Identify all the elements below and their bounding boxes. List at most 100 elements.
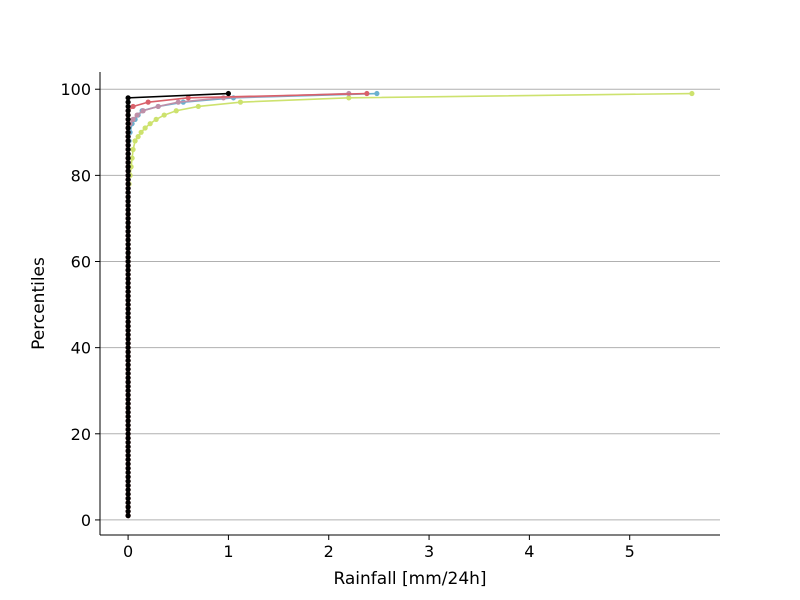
series-1 [125, 90, 380, 519]
data-point [237, 99, 244, 105]
data-point [125, 310, 131, 316]
data-point [125, 349, 131, 355]
series-line [127, 92, 377, 516]
data-point [125, 487, 131, 493]
y-tick-label: 20 [71, 425, 91, 444]
data-point [125, 181, 131, 187]
series-line [127, 92, 367, 516]
data-point [125, 155, 131, 161]
data-point [125, 319, 131, 325]
data-point [125, 134, 131, 140]
data-point [125, 108, 131, 114]
data-point [125, 513, 131, 519]
data-point [125, 228, 131, 234]
x-tick-label: 4 [524, 542, 534, 561]
data-point [134, 112, 140, 118]
data-point [125, 392, 131, 398]
data-point [125, 224, 131, 230]
data-point [125, 422, 131, 428]
data-point [125, 388, 131, 394]
data-point [125, 306, 131, 312]
data-point [173, 108, 179, 114]
data-point [161, 112, 167, 118]
data-point [125, 220, 131, 226]
data-point [125, 448, 131, 454]
data-point [346, 95, 352, 101]
data-point [125, 151, 131, 157]
y-tick-label: 80 [71, 166, 91, 185]
series-line [127, 92, 692, 516]
x-tick-label: 0 [123, 542, 133, 561]
data-point [125, 323, 131, 329]
data-point [125, 237, 131, 243]
data-point [125, 504, 131, 510]
data-point [125, 164, 131, 170]
data-point [125, 284, 131, 290]
data-point [125, 357, 131, 364]
x-tick-label: 2 [324, 542, 334, 561]
data-point [125, 185, 131, 191]
data-point [195, 103, 201, 110]
data-point [125, 129, 131, 135]
data-point [125, 177, 131, 183]
data-point [125, 413, 131, 420]
data-point [135, 134, 141, 140]
series-2 [125, 90, 352, 519]
data-point [125, 461, 131, 467]
data-point [125, 198, 131, 204]
data-point [125, 142, 131, 148]
data-point [145, 99, 151, 105]
data-point [125, 159, 131, 166]
data-point [125, 469, 131, 476]
data-point [125, 345, 131, 351]
data-point [125, 146, 131, 153]
data-point [125, 366, 131, 372]
x-axis-label: Rainfall [mm/24h] [333, 569, 486, 589]
data-point [125, 327, 131, 334]
y-tick-label: 60 [71, 253, 91, 272]
data-point [125, 452, 131, 458]
data-point [125, 112, 131, 118]
series-line [127, 92, 349, 516]
data-point [125, 500, 131, 506]
data-point [125, 508, 131, 514]
data-point [225, 90, 232, 97]
data-point [125, 370, 131, 377]
data-point [125, 125, 131, 131]
data-point [125, 301, 131, 308]
data-point [125, 379, 131, 385]
data-point [220, 95, 226, 101]
data-point [125, 280, 131, 286]
data-point [130, 103, 136, 110]
data-point [130, 146, 136, 153]
data-point [125, 103, 131, 110]
data-point [125, 332, 131, 338]
series-0 [125, 90, 695, 519]
data-point [129, 155, 135, 161]
data-point [125, 168, 131, 174]
data-point [142, 125, 148, 131]
data-point [125, 250, 131, 256]
data-point [125, 258, 131, 265]
x-tick-label: 3 [424, 542, 434, 561]
data-point [125, 495, 131, 501]
data-point [125, 194, 131, 200]
data-point [125, 263, 131, 269]
series-line [127, 92, 229, 516]
data-point [125, 95, 131, 101]
data-point [125, 375, 131, 381]
data-point [125, 121, 131, 127]
data-point [125, 211, 131, 217]
data-point [140, 108, 146, 114]
y-axis-label: Percentiles [29, 257, 49, 350]
data-point [125, 362, 131, 368]
data-point [125, 409, 131, 415]
data-point [125, 116, 131, 122]
x-tick-label: 5 [625, 542, 635, 561]
data-point [125, 254, 131, 260]
series-4 [125, 90, 232, 519]
data-point [125, 405, 131, 411]
series-layer [125, 90, 695, 519]
data-point [125, 439, 131, 445]
